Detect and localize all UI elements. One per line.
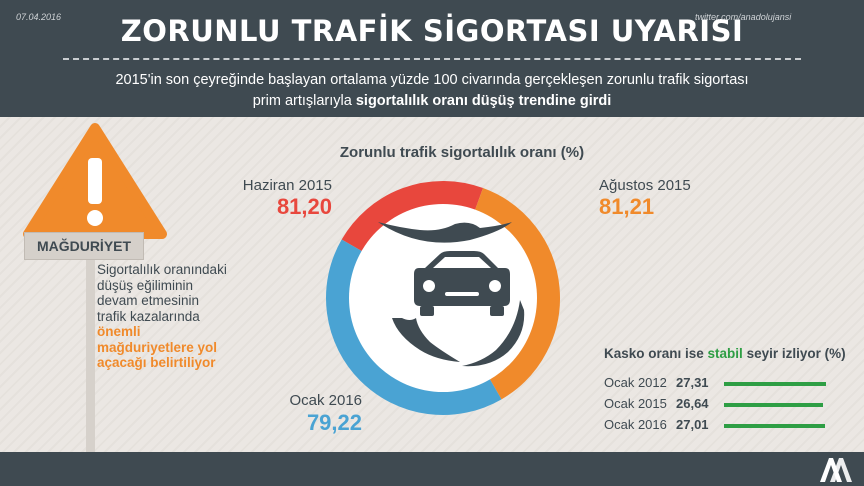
kasko-row-value: 27,31	[676, 375, 709, 390]
kasko-row-label: Ocak 2015	[604, 396, 667, 411]
subtitle-line1: 2015'in son çeyreğinde başlayan ortalama…	[115, 72, 749, 88]
donut-series-value: 81,20	[277, 194, 332, 219]
kasko-row: Ocak 2012 27,31	[604, 375, 844, 393]
page-title: ZORUNLU TRAFİK SİGORTASI UYARISI	[120, 14, 744, 48]
grievance-tag: MAĞDURİYET	[24, 232, 144, 260]
kasko-bar	[724, 403, 824, 407]
kasko-bar	[724, 424, 825, 428]
donut-segment	[326, 239, 502, 415]
chart-title: Zorunlu trafik sigortalılık oranı (%)	[0, 144, 864, 161]
kasko-row-value: 26,64	[676, 396, 709, 411]
footer-date: 07.04.2016	[16, 12, 62, 22]
sign-pole	[86, 225, 95, 453]
donut-segment	[473, 188, 560, 400]
donut-series-name: Haziran 2015	[243, 177, 332, 194]
car-in-hands-icon	[378, 222, 525, 367]
donut-series-value: 79,22	[307, 410, 362, 435]
donut-series-name: Ağustos 2015	[599, 177, 691, 194]
donut-series-name: Ocak 2016	[289, 392, 362, 409]
kasko-bar	[724, 382, 826, 386]
kasko-row: Ocak 2015 26,64	[604, 396, 844, 414]
kasko-title: Kasko oranı ise stabil seyir izliyor (%)	[604, 346, 846, 361]
kasko-row: Ocak 2016 27,01	[604, 417, 844, 435]
footer-bar	[0, 452, 864, 486]
donut-series-value: 81,21	[599, 194, 654, 219]
subtitle-line2-bold: sigortalılık oranı düşüş trendine girdi	[355, 93, 612, 109]
kasko-title-green: stabil	[707, 346, 743, 361]
kasko-row-label: Ocak 2012	[604, 375, 667, 390]
kasko-title-part2: seyir izliyor (%)	[742, 346, 846, 361]
footer-twitter-link[interactable]: twitter.com/anadolujansi	[695, 12, 792, 22]
subtitle-line2: prim artışlarıyla sigortalılık oranı düş…	[0, 93, 864, 109]
warning-text-highlight: önemli mağduriyetlere yol açacağı belirt…	[97, 324, 218, 370]
subtitle-line2-plain: prim artışlarıyla	[252, 93, 356, 109]
kasko-row-label: Ocak 2016	[604, 417, 667, 432]
aa-logo-icon	[820, 458, 852, 482]
warning-text: Sigortalılık oranındaki düşüş eğiliminin…	[97, 262, 227, 371]
header-divider	[63, 58, 801, 60]
chart-title-text: Zorunlu trafik sigortalılık oranı (%)	[339, 144, 585, 161]
warning-text-plain: Sigortalılık oranındaki düşüş eğiliminin…	[97, 262, 227, 324]
kasko-title-part1: Kasko oranı ise	[604, 346, 708, 361]
kasko-row-value: 27,01	[676, 417, 709, 432]
donut-segment	[341, 181, 484, 253]
